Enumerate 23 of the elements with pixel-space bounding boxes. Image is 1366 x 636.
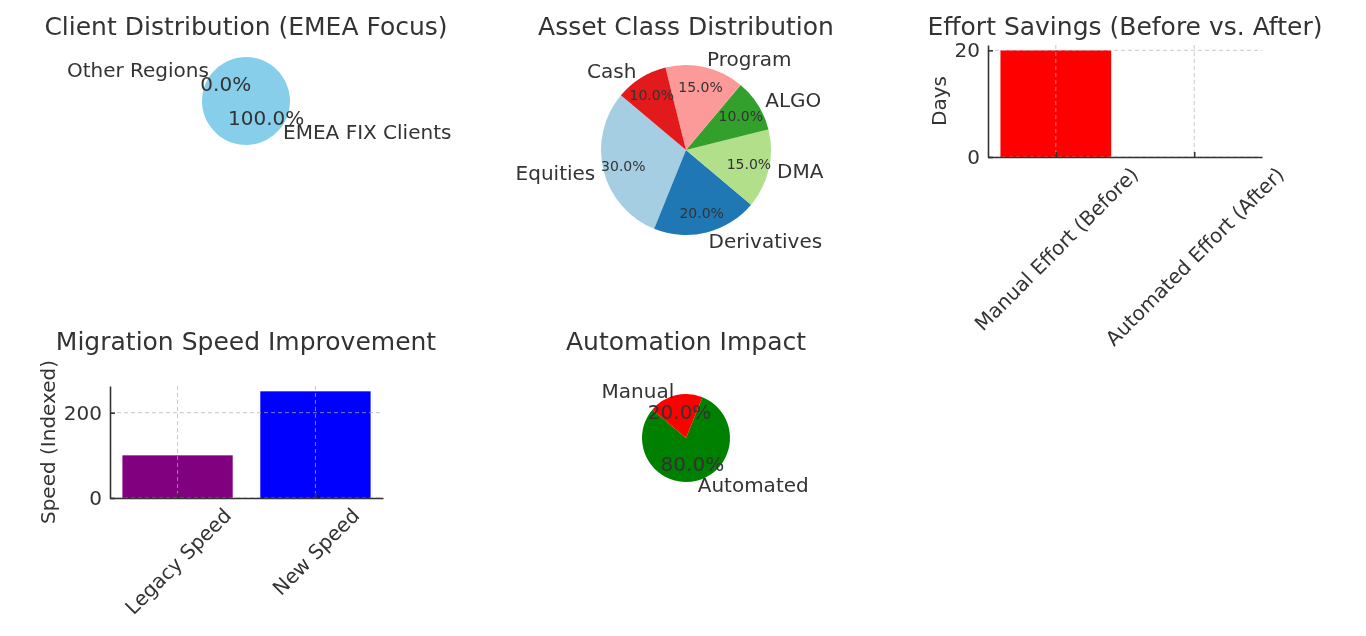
y-tick-label: 0 — [967, 144, 980, 169]
slice-label: Program — [707, 46, 792, 71]
chart-title: Effort Savings (Before vs. After) — [927, 12, 1323, 41]
slice-label: DMA — [777, 159, 824, 184]
data-label: 20.0% — [679, 204, 724, 221]
y-tick-label: 0 — [89, 485, 102, 510]
chart-title: Asset Class Distribution — [538, 12, 834, 41]
y-axis-title: Days — [926, 76, 951, 126]
slice-label: ALGO — [765, 88, 822, 113]
data-label: 30.0% — [601, 157, 646, 174]
slice-label: Cash — [587, 58, 637, 83]
chart-title: Migration Speed Improvement — [55, 327, 437, 356]
pie-slice — [686, 129, 771, 205]
slice-label: Equities — [515, 160, 596, 185]
data-label: 10.0% — [718, 107, 764, 124]
y-tick-label: 200 — [63, 400, 102, 425]
y-tick-label: 20 — [954, 38, 980, 63]
chart-title: Client Distribution (EMEA Focus) — [44, 12, 448, 41]
data-label: 15.0% — [678, 78, 723, 95]
y-axis-title: Speed (Indexed) — [35, 359, 60, 525]
chart-title: Automation Impact — [565, 327, 807, 356]
slice-label: Derivatives — [708, 228, 823, 253]
slice-label: Manual — [601, 379, 675, 404]
